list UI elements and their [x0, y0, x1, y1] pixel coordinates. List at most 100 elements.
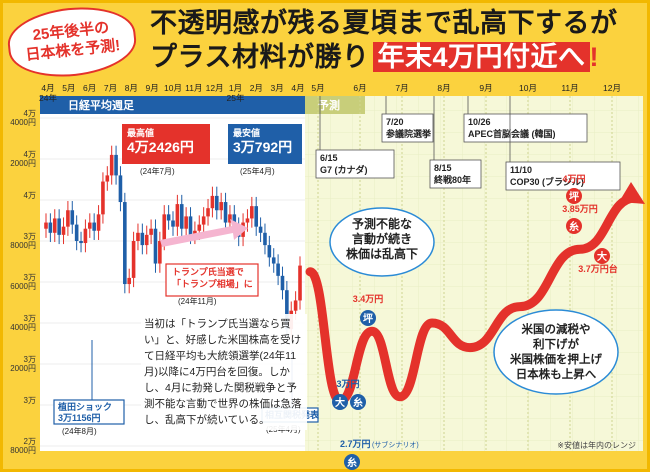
chart-title: 日経平均週足	[68, 98, 135, 112]
candle-body	[197, 224, 202, 231]
event-name: 参議院選挙	[386, 128, 432, 139]
event-date: 6/15	[320, 153, 338, 163]
high-date: (24年7月)	[140, 166, 175, 176]
candle-body	[223, 202, 228, 223]
point-tag-text: 糸	[569, 220, 579, 233]
headline-line2: プラス材料が勝り 年末4万円付近へ!	[150, 40, 618, 74]
event-box	[381, 113, 434, 143]
point-tag-text: 坪	[569, 190, 579, 203]
point-tag-text: 大	[597, 250, 607, 263]
candle-body	[153, 228, 158, 264]
candle-body	[131, 241, 136, 278]
candle-body	[162, 214, 167, 241]
shock-label: 植田ショック	[57, 401, 112, 412]
candle-body	[79, 241, 83, 244]
history-header	[40, 96, 305, 114]
point-value: 3.7万円台	[578, 263, 618, 274]
y-tick-label: 4万 4000円	[10, 109, 36, 127]
x-tick-label-forecast: 12月	[603, 83, 621, 93]
candle-body	[271, 257, 276, 264]
x-tick-label: 1月 25年	[227, 83, 245, 103]
candle-body	[61, 226, 66, 235]
x-tick-label-forecast: 8月	[437, 83, 450, 93]
shock-date: (24年8月)	[62, 426, 97, 436]
candle-body	[83, 228, 88, 244]
candle-body	[201, 216, 206, 225]
candle-body	[105, 175, 110, 182]
candle-body	[184, 216, 188, 229]
event-date: 7/20	[386, 117, 404, 127]
x-tick-label-forecast: 5月	[311, 83, 324, 93]
candle-body	[127, 277, 132, 285]
point-tag-text: 大	[335, 396, 345, 409]
point-tag-text: 糸	[353, 396, 363, 409]
trump-callout	[165, 263, 259, 297]
x-tick-label: 7月	[104, 83, 117, 93]
shock-callout	[53, 399, 125, 425]
trump-rally-arrow	[160, 219, 248, 247]
x-tick-label: 6月	[83, 83, 96, 93]
event-box	[315, 149, 395, 179]
shock-value: 3万1156円	[58, 413, 101, 423]
headline-line1: 不透明感が残る夏頃まで乱高下するが	[150, 8, 618, 38]
high-label: 最高値	[127, 127, 154, 138]
forecast-label: 予測	[318, 98, 340, 112]
high-value: 4万2426円	[127, 139, 194, 155]
candle-body	[293, 300, 298, 311]
candle-body	[232, 214, 237, 227]
trump-date: (24年11月)	[178, 296, 217, 306]
candle-body	[245, 218, 250, 223]
event-name: 終戦80年	[434, 174, 471, 185]
candle-body	[87, 222, 92, 229]
candle-body	[48, 222, 53, 233]
candle-body	[96, 214, 101, 231]
trump-line2: 「トランプ相場」に	[172, 278, 253, 289]
candle-body	[214, 195, 219, 211]
point-tag	[566, 188, 582, 204]
candle-body	[101, 181, 105, 215]
candle-body	[210, 195, 215, 209]
candle-body	[276, 263, 280, 276]
candle-body	[206, 208, 210, 217]
candle-body	[136, 232, 140, 241]
rate-text: 利下げが	[532, 337, 579, 351]
rate-bubble	[493, 309, 619, 395]
candle-body	[149, 228, 153, 235]
x-tick-label: 4月	[291, 83, 304, 93]
candle-body	[158, 241, 162, 264]
low-callout	[228, 124, 302, 164]
candle-body	[123, 202, 127, 285]
trump-line1: トランプ氏当選で	[172, 266, 244, 277]
event-date: 11/10	[510, 165, 532, 175]
event-name: G7 (カナダ)	[320, 164, 368, 175]
event-box	[505, 161, 621, 191]
event-name: COP30 (ブラジル)	[510, 176, 584, 187]
candle-body	[250, 206, 254, 219]
candle-body	[114, 154, 118, 176]
y-tick-label: 3万 2000円	[10, 355, 36, 373]
point-value: 3万円	[336, 379, 359, 389]
headline-highlight: 年末4万円付近へ	[373, 42, 590, 72]
point-value: 3.4万円	[353, 294, 384, 304]
point-value: 3.85万円	[562, 204, 598, 214]
point-value: 4万円	[562, 174, 585, 184]
point-tag	[350, 394, 366, 410]
uncertain-text: 予測不能な	[352, 216, 412, 231]
x-tick-label: 12月	[206, 83, 224, 93]
candle-body	[188, 216, 193, 235]
point-tag	[360, 310, 376, 326]
high-callout	[122, 124, 210, 164]
candle-body	[140, 232, 145, 246]
candle-body	[175, 204, 180, 227]
point-tag-text: 坪	[363, 312, 373, 325]
x-tick-label: 9月	[146, 83, 159, 93]
point-tag	[594, 248, 610, 264]
x-tick-label: 2月	[250, 83, 263, 93]
x-tick-label: 10月	[164, 83, 182, 93]
event-box	[429, 159, 482, 189]
event-date: 8/15	[434, 163, 452, 173]
headline: 不透明感が残る夏頃まで乱高下するが プラス材料が勝り 年末4万円付近へ!	[150, 6, 618, 74]
x-tick-label: 11月	[185, 83, 202, 93]
footnote: ※安値は年内のレンジ	[557, 440, 636, 450]
